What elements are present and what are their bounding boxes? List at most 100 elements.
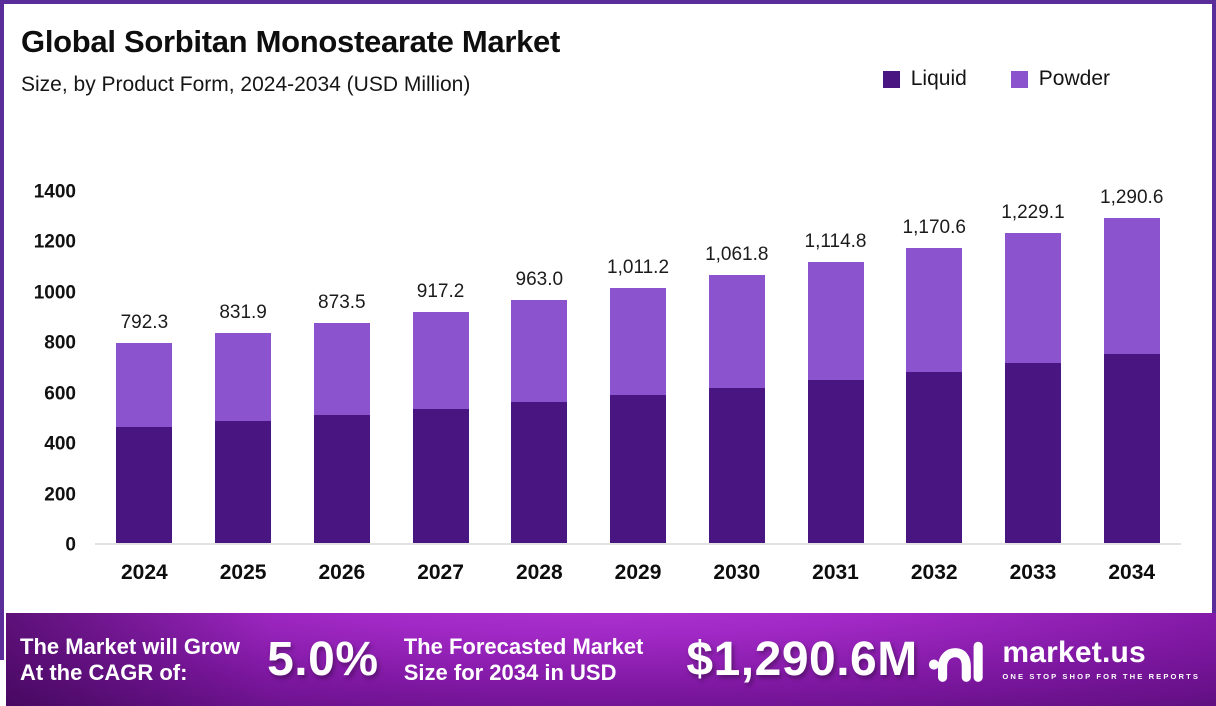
forecast-label-line1: The Forecasted Market: [403, 633, 644, 659]
page-subtitle: Size, by Product Form, 2024-2034 (USD Mi…: [21, 72, 471, 96]
y-axis-tick-label: 0: [65, 534, 76, 556]
x-axis-label-2028: 2028: [515, 561, 563, 584]
bar-total-label: 1,229.1: [1001, 202, 1065, 224]
brand-name: market.us: [1002, 636, 1146, 669]
bar-segment-powder: [116, 343, 173, 428]
legend-label: Liquid: [910, 67, 967, 90]
x-axis-label-2034: 2034: [1108, 561, 1156, 584]
bar-segment-powder: [313, 322, 370, 416]
bar-total-label: 831.9: [219, 302, 267, 324]
plot-area: 792.3 831.9 873.5 917.2 963.0 1,011.2 1,061.8 1…: [95, 187, 1181, 545]
stacked-bar-2026: 873.5: [313, 292, 370, 543]
bar-segment-liquid: [708, 387, 765, 543]
bar-segment-powder: [610, 288, 667, 396]
stacked-bar-2027: 917.2: [412, 281, 469, 543]
bar-total-label: 1,290.6: [1100, 186, 1164, 208]
brand-text: market.us ONE STOP SHOP FOR THE REPORTS: [1002, 636, 1200, 682]
y-axis-tick-label: 1200: [33, 231, 76, 253]
bar-total-label: 1,061.8: [705, 244, 769, 266]
bar-slot-2024: 792.3: [95, 192, 194, 543]
bar-total-label: 963.0: [515, 269, 564, 291]
x-axis-label-2025: 2025: [219, 561, 267, 584]
stacked-bar-2034: 1,290.6: [1100, 187, 1163, 543]
x-axis-label-2027: 2027: [417, 561, 464, 584]
y-axis-tick-label: 600: [44, 383, 76, 405]
cagr-label-line2: At the CAGR of:: [20, 659, 188, 685]
bar-segment-liquid: [116, 427, 173, 543]
bar-segment-liquid: [906, 371, 963, 543]
bar-slot-2033: 1,229.1: [984, 192, 1083, 543]
x-axis-label-2033: 2033: [1009, 561, 1057, 584]
bar-segment-powder: [511, 300, 568, 403]
stacked-bar-2024: 792.3: [116, 312, 173, 543]
x-axis-label-2024: 2024: [121, 561, 168, 584]
bar-segment-liquid: [1004, 363, 1061, 543]
bar-total-label: 917.2: [416, 280, 465, 302]
bar-segment-powder: [1103, 217, 1160, 355]
stacked-bar-2031: 1,114.8: [805, 231, 866, 543]
market-us-logo-icon: [929, 641, 984, 682]
cagr-label: The Market will Grow At the CAGR of:: [20, 634, 267, 686]
bar-segment-powder: [1004, 233, 1061, 364]
bar-total-label: 1,170.6: [902, 216, 966, 238]
bar-segment-powder: [412, 311, 469, 409]
bar-slot-2025: 831.9: [194, 192, 293, 543]
stacked-bar-2028: 963.0: [511, 269, 568, 543]
bar-segment-liquid: [511, 402, 568, 543]
y-axis-tick-label: 800: [44, 332, 76, 354]
bar-slot-2030: 1,061.8: [687, 192, 786, 543]
bar-segment-liquid: [610, 395, 667, 543]
stacked-bar-2033: 1,229.1: [1001, 202, 1065, 543]
header: Global Sorbitan Monostearate Market Size…: [21, 24, 560, 97]
bar-slot-2031: 1,114.8: [786, 192, 885, 543]
y-axis-tick-label: 400: [44, 433, 76, 455]
bar-slot-2034: 1,290.6: [1082, 187, 1181, 543]
x-axis: 2024 2025 2026 2027 2028 2029 2030 2031 2032 2033…: [95, 561, 1181, 585]
bar-total-label: 1,011.2: [607, 257, 670, 279]
stacked-bar-2030: 1,061.8: [705, 244, 768, 543]
bar-segment-liquid: [215, 421, 272, 543]
bar-segment-powder: [708, 275, 765, 388]
y-axis-tick-label: 200: [44, 484, 76, 506]
chart-legend: Liquid Powder: [882, 67, 1110, 91]
bar-segment-powder: [807, 261, 864, 380]
bar-total-label: 792.3: [120, 312, 169, 334]
x-axis-label-2032: 2032: [910, 561, 958, 584]
cagr-value: 5.0%: [267, 632, 379, 686]
y-axis: 0 200 400 600 800 1000 1200 1400: [0, 183, 76, 555]
legend-swatch-powder: [1010, 70, 1028, 88]
x-axis-label-2026: 2026: [318, 561, 366, 584]
stacked-bar-2025: 831.9: [215, 302, 272, 543]
bar-segment-liquid: [412, 408, 469, 543]
brand-tagline: ONE STOP SHOP FOR THE REPORTS: [1002, 672, 1200, 681]
y-axis-tick-label: 1000: [33, 282, 76, 304]
bar-segment-powder: [215, 333, 272, 422]
forecast-label: The Forecasted Market Size for 2034 in U…: [404, 634, 687, 686]
bar-segment-liquid: [807, 379, 864, 543]
bar-slot-2028: 963.0: [490, 192, 589, 543]
legend-item-powder: Powder: [1010, 67, 1110, 91]
x-axis-label-2030: 2030: [713, 561, 761, 584]
stacked-bar-chart: 0 200 400 600 800 1000 1200 1400 792.3 831.9 873.…: [0, 183, 1216, 602]
legend-item-liquid: Liquid: [882, 67, 967, 91]
bar-slot-2032: 1,170.6: [885, 192, 984, 543]
stacked-bar-2029: 1,011.2: [607, 257, 669, 543]
bar-total-label: 873.5: [318, 291, 366, 313]
stacked-bar-2032: 1,170.6: [903, 217, 966, 543]
bar-segment-liquid: [1103, 354, 1160, 543]
forecast-label-line2: Size for 2034 in USD: [403, 659, 617, 685]
footer-banner: The Market will Grow At the CAGR of: 5.0…: [6, 613, 1216, 706]
bar-segment-powder: [906, 247, 963, 372]
bar-total-label: 1,114.8: [804, 230, 867, 252]
bar-slot-2029: 1,011.2: [589, 192, 688, 543]
x-axis-label-2029: 2029: [614, 561, 662, 584]
cagr-label-line1: The Market will Grow: [20, 633, 241, 659]
bar-segment-liquid: [313, 415, 370, 543]
forecast-value: $1,290.6M: [686, 632, 918, 686]
legend-label: Powder: [1038, 67, 1110, 90]
y-axis-tick-label: 1400: [33, 181, 76, 203]
bar-slot-2026: 873.5: [292, 192, 391, 543]
x-axis-label-2031: 2031: [812, 561, 859, 584]
legend-swatch-liquid: [882, 70, 900, 88]
